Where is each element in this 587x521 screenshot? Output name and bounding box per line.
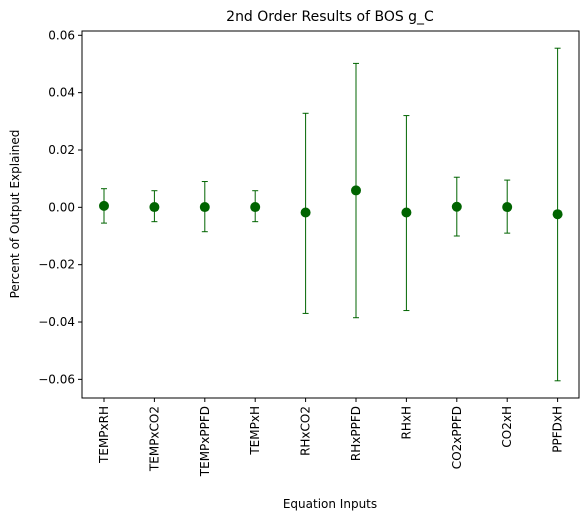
data-point: [502, 202, 513, 213]
y-axis-title: Percent of Output Explained: [8, 130, 22, 299]
data-point: [99, 200, 109, 211]
x-axis-title: Equation Inputs: [283, 497, 377, 511]
x-tick-label: CO2xPPFD: [450, 406, 464, 469]
y-tick-label: 0.00: [48, 200, 75, 214]
y-tick-label: −0.02: [38, 258, 75, 272]
x-tick-label: RHxPPFD: [349, 406, 363, 461]
y-tick-label: 0.04: [48, 86, 75, 100]
data-point: [149, 202, 160, 213]
y-tick-label: −0.04: [38, 315, 75, 329]
y-tick-label: −0.06: [38, 372, 75, 386]
x-tick-label: TEMPxCO2: [147, 406, 161, 472]
y-axis: 0.06 0.04 0.02 0.00 −0.02 −0.04 −0.06: [38, 28, 82, 386]
data-point: [401, 207, 412, 218]
x-tick-label: TEMPxPPFD: [198, 406, 212, 477]
data-point: [199, 202, 210, 213]
data-point: [300, 207, 311, 218]
y-tick-label: 0.06: [48, 28, 75, 42]
data-point: [451, 201, 462, 212]
data-point: [351, 185, 361, 196]
x-tick-label: TEMPxH: [248, 406, 262, 456]
x-tick-label: RHxCO2: [299, 406, 313, 456]
chart-title: 2nd Order Results of BOS g_C: [226, 9, 434, 25]
error-bars: [101, 47, 561, 382]
y-tick-label: 0.02: [48, 143, 75, 157]
x-axis: TEMPxRH TEMPxCO2 TEMPxPPFD TEMPxH RHxCO2 RHxP…: [97, 398, 565, 477]
x-tick-label: CO2xH: [500, 406, 514, 448]
data-point: [552, 209, 563, 220]
x-tick-label: TEMPxRH: [97, 406, 111, 464]
x-tick-label: RHxH: [399, 406, 413, 440]
data-points: [99, 185, 563, 220]
x-tick-label: PPFDxH: [551, 406, 565, 453]
data-point: [250, 202, 261, 213]
plot-area: [81, 30, 580, 399]
